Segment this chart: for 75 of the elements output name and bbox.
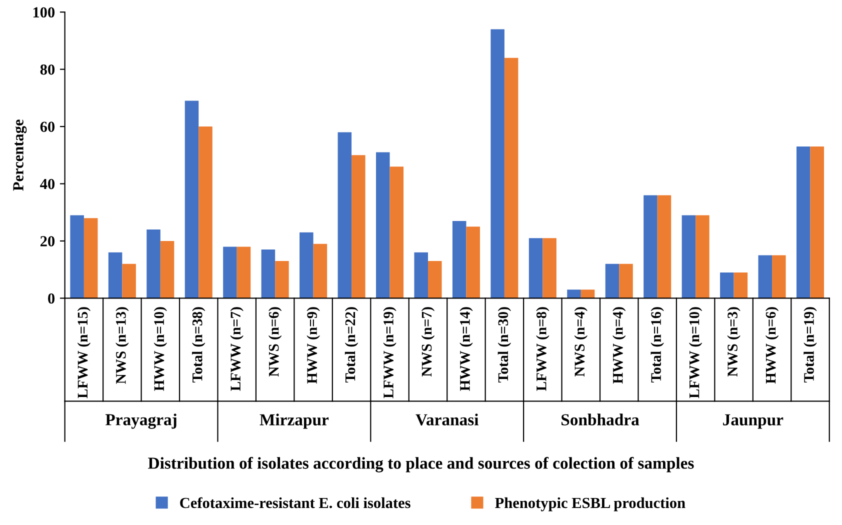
bar	[146, 230, 160, 298]
bar	[236, 246, 251, 298]
bar	[261, 250, 276, 298]
x-tick-label: LFWW (n=10)	[688, 307, 702, 398]
bar	[580, 290, 595, 298]
x-tick-label: NWS (n=3)	[727, 307, 740, 377]
bar	[644, 195, 658, 298]
bar	[313, 244, 328, 298]
x-tick-label: Total (n=19)	[804, 307, 817, 383]
bar	[184, 100, 199, 298]
x-tick-label: Total (n=30)	[498, 307, 512, 383]
bar	[528, 238, 543, 298]
x-tick-label: Total (n=22)	[344, 307, 358, 383]
bar	[376, 152, 390, 298]
text: Varanasi	[416, 414, 479, 426]
bar	[198, 126, 212, 298]
x-tick-label: LFWW (n=19)	[383, 307, 396, 398]
x-tick-label: NWS (n=6)	[268, 307, 282, 377]
y-tick-label: 100	[33, 7, 55, 18]
x-tick-label: NWS (n=7)	[421, 307, 435, 377]
x-tick-label: HWW (n=9)	[306, 307, 320, 384]
y-tick-label: 80	[40, 64, 55, 75]
bar	[758, 255, 772, 298]
bar	[414, 252, 428, 298]
bar	[810, 146, 824, 298]
bar	[275, 261, 289, 298]
x-tick-label: HWW (n=14)	[460, 307, 473, 391]
bar	[734, 272, 748, 298]
y-tick-label: 20	[40, 236, 55, 246]
bar	[490, 29, 504, 298]
bar	[657, 195, 672, 298]
bar	[160, 240, 174, 298]
bar	[390, 166, 404, 298]
x-tick-label: Total (n=38)	[192, 307, 206, 383]
bar	[682, 215, 696, 298]
bar	[796, 146, 810, 298]
y-tick-label: 60	[40, 122, 55, 132]
bar	[122, 264, 136, 298]
bar	[605, 264, 620, 298]
bar	[567, 290, 581, 298]
bar	[542, 238, 556, 298]
bar	[466, 226, 480, 298]
bar	[352, 155, 366, 298]
x-tick-label: HWW (n=6)	[765, 307, 779, 384]
bar	[504, 58, 518, 298]
bar	[720, 272, 734, 298]
bar	[223, 246, 237, 298]
x-tick-label: LFWW (n=7)	[230, 307, 244, 391]
x-tick-label: HWW (n=10)	[154, 307, 168, 391]
bar	[619, 264, 633, 298]
bar	[338, 132, 352, 298]
bar	[772, 255, 786, 298]
bar	[300, 232, 314, 298]
x-axis-title: Distribution of isolates according to place and sources of colection of samples	[148, 456, 694, 472]
bar	[696, 215, 710, 298]
x-tick-label: NWS (n=13)	[116, 307, 129, 384]
text: Mirzapur	[260, 414, 329, 429]
text: Jaunpur	[723, 414, 784, 429]
x-tick-label: LFWW (n=15)	[77, 307, 91, 398]
bar	[108, 252, 122, 298]
text: Prayagraj	[105, 414, 176, 429]
y-tick-label: 0	[48, 293, 55, 304]
x-tick-label: NWS (n=4)	[574, 307, 588, 377]
x-tick-label: Total (n=16)	[650, 307, 664, 383]
bar	[452, 220, 466, 298]
legend-label: Cefotaxime-resistant E. coli isolates	[180, 497, 410, 508]
x-tick-label: LFWW (n=8)	[536, 307, 550, 391]
bar	[84, 218, 98, 298]
x-tick-label: HWW (n=4)	[612, 307, 626, 384]
y-axis-title: Percentage	[13, 120, 27, 191]
text: Sonbhadra	[562, 414, 640, 426]
legend-label: Phenotypic ESBL production	[495, 497, 686, 512]
bar	[428, 261, 442, 298]
y-tick-label: 40	[40, 178, 55, 190]
bar	[70, 215, 84, 298]
